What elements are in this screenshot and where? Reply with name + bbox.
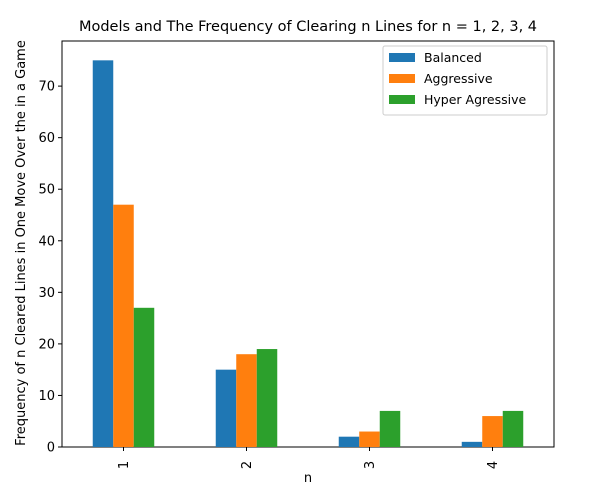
x-tick-label: 3 <box>363 461 378 469</box>
x-tick-label: 4 <box>486 461 501 469</box>
bar <box>215 369 237 447</box>
bar <box>256 349 278 447</box>
x-axis: 1 2 3 4 <box>117 447 501 469</box>
legend-swatch <box>389 53 415 62</box>
legend-swatch <box>389 74 415 83</box>
bar <box>482 416 503 447</box>
y-tick-label: 0 <box>47 441 55 456</box>
x-tick-label: 2 <box>240 461 255 469</box>
series-aggressive <box>113 204 503 447</box>
legend-label: Hyper Agressive <box>424 92 526 107</box>
legend-label: Aggressive <box>424 71 493 86</box>
y-tick-label: 30 <box>38 286 55 301</box>
legend-swatch <box>389 95 415 104</box>
y-tick-label: 20 <box>38 337 55 352</box>
bar <box>338 436 360 447</box>
y-tick-label: 60 <box>38 131 55 146</box>
bar <box>113 204 134 447</box>
x-axis-label: n <box>304 471 312 486</box>
x-tick-label: 1 <box>117 461 132 469</box>
legend-label: Balanced <box>424 50 482 65</box>
bars-group <box>92 60 524 447</box>
y-tick-label: 50 <box>38 183 55 198</box>
bar <box>461 441 483 447</box>
plot-frame <box>61 40 555 448</box>
bar <box>92 60 114 447</box>
y-tick-label: 10 <box>38 389 55 404</box>
legend: Balanced Aggressive Hyper Agressive <box>382 45 548 116</box>
bar <box>379 410 401 447</box>
series-balanced <box>92 60 483 447</box>
bar <box>359 431 380 447</box>
chart-title: Models and The Frequency of Clearing n L… <box>79 19 537 35</box>
y-tick-label: 70 <box>38 80 55 95</box>
series-hyper-agressive <box>133 307 524 447</box>
y-axis-label: Frequency of n Cleared Lines in One Move… <box>14 40 29 446</box>
bar <box>133 307 155 447</box>
bar <box>502 410 524 447</box>
bar <box>236 354 257 447</box>
y-tick-label: 40 <box>38 234 55 249</box>
y-axis: 0 10 20 30 40 50 60 70 <box>38 80 62 456</box>
legend-box <box>382 45 548 116</box>
plot-area <box>61 40 555 448</box>
